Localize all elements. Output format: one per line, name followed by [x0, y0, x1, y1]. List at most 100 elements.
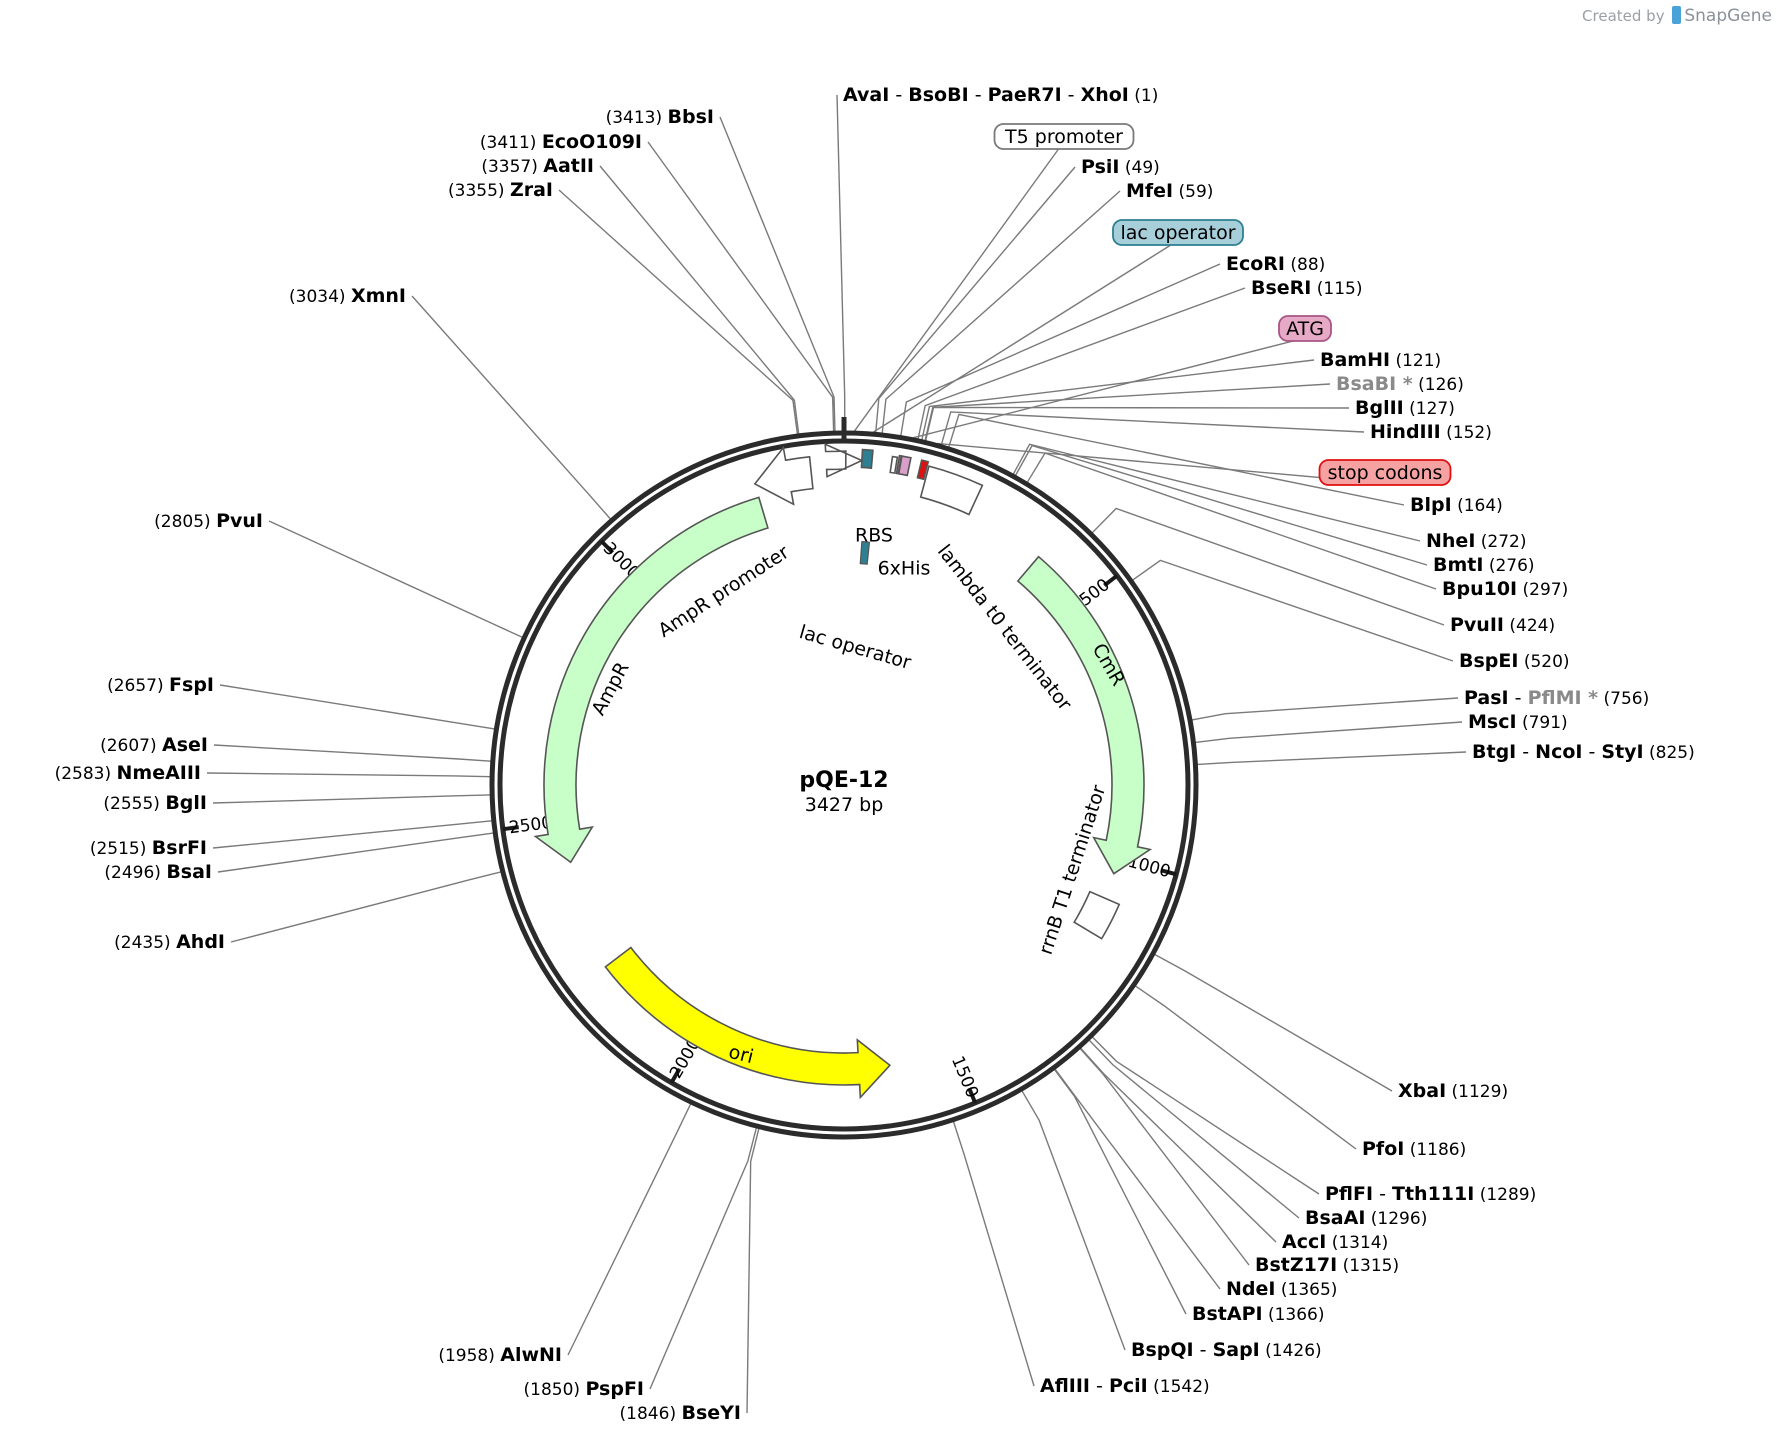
tick-label: 1500	[947, 1053, 982, 1101]
enzyme-leader-line	[647, 141, 835, 432]
enzyme-name: MscI	[1468, 711, 1517, 733]
enzyme-leader-line	[948, 413, 1405, 506]
enzyme-name: NcoI	[1535, 741, 1582, 763]
enzyme-leader-line	[649, 1127, 758, 1390]
enzyme-name: BstZ17I	[1255, 1254, 1337, 1276]
enzyme-name: BbsI	[668, 106, 714, 128]
enzyme-leader-line	[1014, 444, 1428, 566]
enzyme-position: (1315)	[1337, 1256, 1399, 1276]
enzyme-leader-line	[1092, 1036, 1320, 1195]
feature-tag-box	[993, 123, 1135, 150]
enzyme-label: BstAPI (1366)	[1192, 1303, 1325, 1325]
enzyme-label: BseRI (115)	[1251, 277, 1363, 299]
enzyme-leader-line	[212, 820, 492, 849]
enzyme-position: (791)	[1517, 713, 1568, 733]
enzyme-name: AccI	[1282, 1231, 1326, 1253]
enzyme-position: (1186)	[1404, 1140, 1466, 1160]
feature-tag-box	[1318, 459, 1452, 486]
enzyme-position: (1426)	[1260, 1341, 1322, 1361]
enzyme-leader-line	[1195, 721, 1463, 744]
enzyme-name: MfeI	[1126, 180, 1173, 202]
enzyme-position: (520)	[1518, 652, 1569, 672]
enzyme-position: (3034)	[289, 287, 351, 307]
enzyme-name: AatII	[543, 155, 594, 177]
enzyme-separator: -	[1516, 741, 1535, 763]
feature-stop-codons	[916, 459, 930, 481]
enzyme-separator: -	[1509, 687, 1528, 709]
enzyme-leader-line	[1021, 1090, 1126, 1351]
enzyme-position: (1289)	[1474, 1185, 1536, 1205]
enzyme-leader-line	[230, 871, 501, 943]
enzyme-leader-line	[411, 295, 611, 520]
enzyme-name: HindIII	[1370, 421, 1441, 443]
enzyme-name: AflIII	[1040, 1375, 1090, 1397]
enzyme-label: (2607) AseI	[100, 734, 208, 756]
feature-ampr-promoter	[753, 445, 814, 506]
enzyme-name: PaeR7I	[988, 84, 1062, 106]
enzyme-leader-line	[940, 411, 1365, 445]
feature-tag-leader	[872, 242, 1175, 433]
enzyme-position: (1)	[1129, 86, 1158, 106]
enzyme-position: (3357)	[481, 157, 543, 177]
enzyme-label: (3411) EcoO109I	[480, 131, 642, 153]
enzyme-name: PflMI	[1528, 687, 1582, 709]
tick-mark	[1160, 868, 1177, 877]
feature-t5-promoter	[824, 443, 864, 478]
enzyme-leader-line	[1088, 1039, 1300, 1219]
feature-tag-t5-promoter: T5 promoter	[993, 123, 1135, 150]
enzyme-label: (2805) PvuI	[154, 510, 263, 532]
enzyme-label: NdeI (1365)	[1226, 1278, 1337, 1300]
enzyme-label: PasI - PflMI * (756)	[1464, 687, 1649, 709]
enzyme-position: (2496)	[104, 863, 166, 883]
enzyme-name: NheI	[1426, 530, 1475, 552]
enzyme-leader-line	[1012, 443, 1421, 542]
plasmid-backbone	[489, 417, 1199, 1140]
enzyme-name: BspEI	[1459, 650, 1518, 672]
enzyme-leader-line	[1054, 1069, 1187, 1315]
enzyme-name: XmnI	[351, 285, 406, 307]
credit-prefix: Created by	[1582, 7, 1665, 25]
snapgene-credit: Created by SnapGene	[1582, 6, 1772, 26]
enzyme-label: XbaI (1129)	[1398, 1080, 1508, 1102]
feature-tag-lac-operator: lac operator	[1112, 219, 1244, 246]
enzyme-name: BsaI	[166, 861, 212, 883]
feature-label-rbs: RBS	[855, 525, 893, 547]
enzyme-name: EcoRI	[1226, 253, 1285, 275]
enzyme-name: BglI	[165, 792, 207, 814]
enzyme-position: (152)	[1441, 423, 1492, 443]
enzyme-position: (1314)	[1326, 1233, 1388, 1253]
enzyme-leader-line	[746, 1128, 760, 1414]
tick-mark	[669, 1067, 682, 1084]
enzyme-label: MscI (791)	[1468, 711, 1568, 733]
enzyme-name: BseRI	[1251, 277, 1311, 299]
feature-label-lambda-t0: lambda t0 terminator	[933, 541, 1076, 715]
enzyme-label: EcoRI (88)	[1226, 253, 1325, 275]
enzyme-position: (2583)	[55, 764, 117, 784]
enzyme-leader-line	[1191, 697, 1459, 721]
enzyme-label: (3413) BbsI	[606, 106, 714, 128]
enzyme-leader-line	[1091, 507, 1445, 626]
enzyme-label: (3357) AatII	[481, 155, 594, 177]
enzyme-name: BmtI	[1433, 554, 1483, 576]
enzyme-separator: -	[1194, 1339, 1213, 1361]
enzyme-label: PflFI - Tth111I (1289)	[1325, 1183, 1536, 1205]
enzyme-leader-line	[206, 772, 491, 778]
enzyme-label: BstZ17I (1315)	[1255, 1254, 1399, 1276]
feature-lambda-t0-terminator	[919, 465, 984, 516]
backbone-inner-ring	[497, 438, 1191, 1132]
feature-rbs	[889, 455, 899, 475]
enzyme-position: (1129)	[1446, 1082, 1508, 1102]
enzyme-name: BsoBI	[908, 84, 968, 106]
enzyme-leader-line	[213, 744, 491, 762]
enzyme-position: (3413)	[606, 108, 668, 128]
enzyme-leader-line	[219, 684, 495, 730]
enzyme-label: (1850) PspFI	[524, 1378, 645, 1400]
credit-brand: SnapGene	[1684, 6, 1772, 26]
enzyme-leader-line	[917, 287, 1246, 439]
enzyme-label: BsaAI (1296)	[1305, 1207, 1427, 1229]
enzyme-position: (126)	[1413, 375, 1464, 395]
enzyme-label: (3355) ZraI	[448, 179, 553, 201]
enzyme-label: HindIII (152)	[1370, 421, 1492, 443]
enzyme-leader-line	[881, 190, 1121, 434]
enzyme-name: BsaBI	[1336, 373, 1396, 395]
